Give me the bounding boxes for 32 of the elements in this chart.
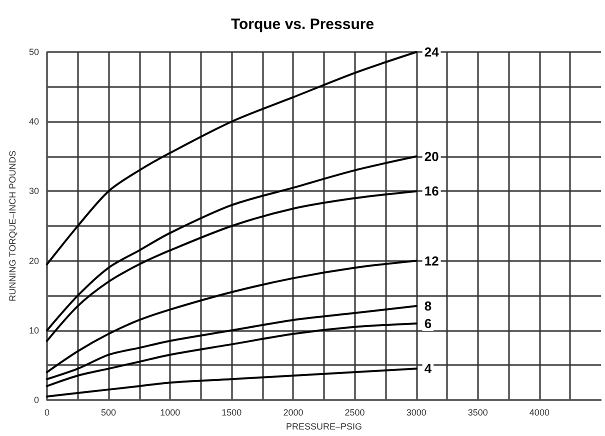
y-tick-label: 30 bbox=[28, 186, 39, 196]
y-tick-label: 0 bbox=[34, 395, 39, 405]
line-series bbox=[46, 260, 418, 374]
line-series bbox=[46, 322, 418, 388]
line-series bbox=[46, 51, 418, 266]
y-tick-label: 20 bbox=[28, 256, 39, 266]
y-tick-label: 40 bbox=[28, 116, 39, 127]
y-tick-label: 10 bbox=[28, 325, 39, 336]
series-label: 16 bbox=[424, 184, 439, 199]
x-tick-label: 0 bbox=[44, 408, 50, 418]
line-series bbox=[46, 155, 418, 332]
line-series bbox=[46, 190, 418, 342]
x-tick-label: 1500 bbox=[222, 408, 242, 418]
series-label: 4 bbox=[424, 361, 432, 376]
series-label: 8 bbox=[424, 298, 432, 314]
y-tick-label: 50 bbox=[28, 47, 39, 57]
x-tick-label: 3500 bbox=[468, 408, 488, 418]
series-label: 12 bbox=[424, 253, 439, 268]
x-tick-label: 2000 bbox=[283, 408, 304, 418]
series-label: 20 bbox=[424, 148, 439, 164]
x-tick-label: 4000 bbox=[529, 408, 550, 418]
y-axis-title: RUNNING TORQUE–INCH POUNDS bbox=[8, 150, 18, 302]
series-label: 24 bbox=[424, 44, 440, 60]
x-tick-label: 2500 bbox=[344, 408, 365, 418]
x-axis-title: PRESSURE–PSIG bbox=[286, 422, 362, 432]
series-label: 6 bbox=[424, 316, 432, 331]
x-tick-label: 1000 bbox=[160, 408, 180, 418]
line-series bbox=[46, 305, 418, 380]
x-tick-label: 500 bbox=[101, 408, 116, 418]
x-tick-label: 3000 bbox=[406, 408, 426, 418]
line-series bbox=[46, 368, 418, 398]
chart-title: Torque vs. Pressure bbox=[230, 16, 374, 33]
